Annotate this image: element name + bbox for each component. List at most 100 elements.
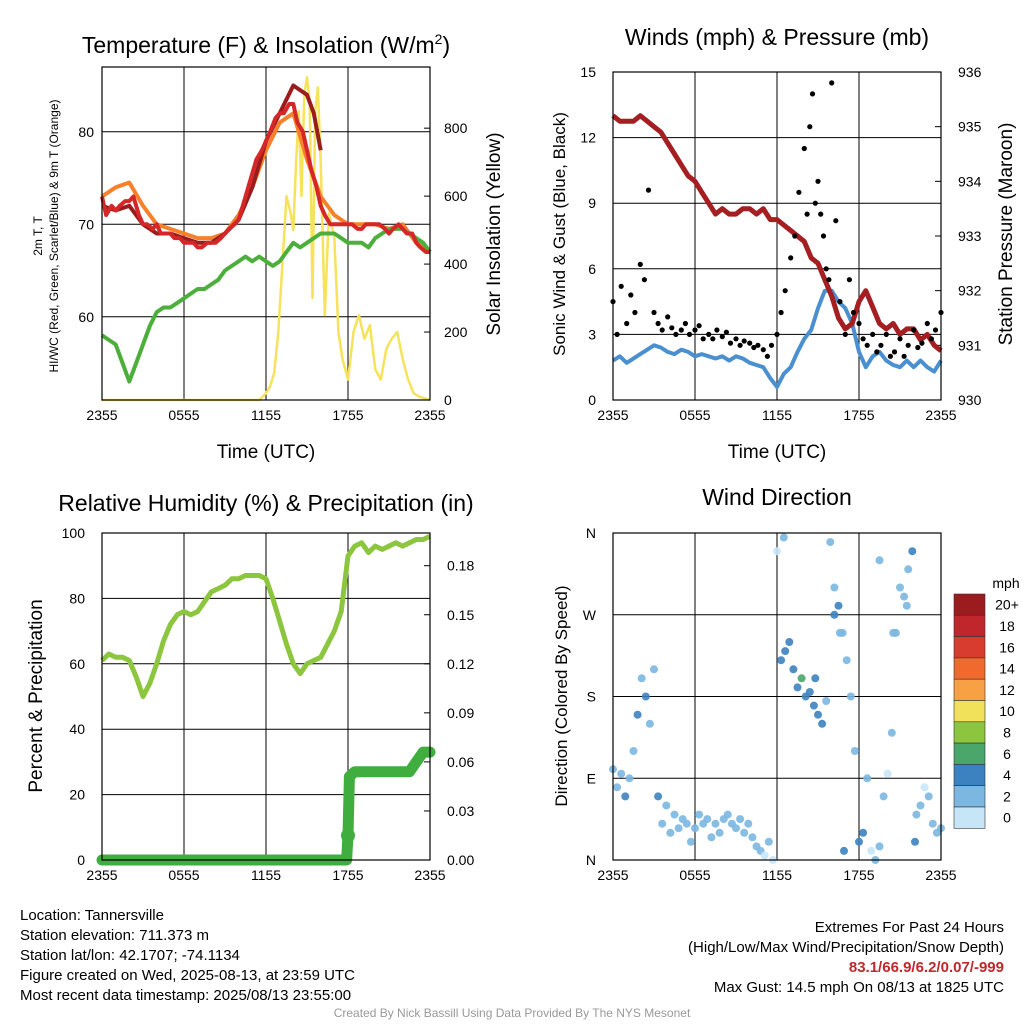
- gust-point: [669, 325, 675, 331]
- gust-point: [833, 218, 839, 224]
- colorbar-swatch: [953, 764, 986, 787]
- gust-point: [651, 309, 657, 316]
- y-left-tick-label: 20: [69, 787, 85, 803]
- gust-point: [874, 349, 880, 355]
- gust-point: [812, 200, 818, 206]
- direction-point: [867, 846, 876, 855]
- direction-point: [740, 828, 749, 837]
- direction-point: [830, 610, 839, 619]
- direction-point: [811, 674, 820, 683]
- chart-title: Temperature (F) & Insolation (W/m2): [82, 31, 450, 58]
- direction-point: [641, 692, 650, 701]
- y-left-axis-label: 2m T, T: [31, 216, 45, 256]
- y-right-tick-label: 0: [444, 392, 452, 408]
- gust-point: [818, 211, 824, 217]
- gust-point: [696, 323, 702, 329]
- colorbar-swatch: [953, 636, 986, 659]
- y-left-axis-label: Sonic Wind & Gust (Blue, Black): [550, 112, 569, 356]
- gust-point: [820, 233, 827, 239]
- x-tick-label: 2355: [414, 867, 445, 883]
- direction-point: [707, 833, 716, 842]
- y-right-axis-label: Station Pressure (Maroon): [996, 123, 1017, 346]
- gust-point: [796, 189, 802, 195]
- x-tick-label: 0555: [679, 407, 710, 423]
- plot-frame: [101, 532, 431, 861]
- direction-point: [789, 665, 798, 674]
- y-left-tick-label: 80: [69, 590, 85, 606]
- direction-point: [805, 688, 814, 696]
- gust-point: [864, 342, 870, 348]
- direction-point: [613, 783, 622, 792]
- gust-point: [678, 327, 684, 333]
- series-line-pressure: [611, 113, 943, 353]
- gust-point: [692, 327, 698, 333]
- series-line-rh: [100, 534, 432, 699]
- colorbar-label: 6: [1003, 746, 1011, 762]
- gust-point: [887, 353, 894, 359]
- direction-point: [911, 837, 919, 846]
- gust-point: [788, 255, 794, 261]
- direction-point: [889, 628, 898, 637]
- gust-point: [778, 309, 784, 316]
- y-right-tick-label: 200: [444, 324, 468, 340]
- series-line-2m-t: [100, 102, 430, 254]
- created-text: Figure created on Wed, 2025-08-13, at 23…: [20, 967, 355, 984]
- chart-title: Relative Humidity (%) & Precipitation (i…: [58, 490, 473, 516]
- direction-point: [654, 792, 663, 801]
- gust-point: [719, 334, 725, 340]
- x-tick-label: 2355: [925, 867, 956, 883]
- gust-point: [751, 344, 757, 351]
- y-right-tick-label: 930: [958, 392, 982, 408]
- x-axis-label: Time (UTC): [728, 442, 827, 463]
- elevation-text: Station elevation: 711.373 m: [20, 927, 210, 944]
- gust-point: [826, 277, 832, 283]
- gust-point: [760, 347, 766, 353]
- x-tick-label: 1755: [332, 867, 363, 883]
- gust-point: [665, 314, 671, 320]
- gust-point: [655, 320, 661, 327]
- direction-point: [908, 547, 917, 556]
- direction-point: [764, 837, 773, 846]
- gust-point: [618, 283, 624, 289]
- gust-point: [737, 342, 743, 348]
- y-right-tick-label: 932: [958, 283, 982, 299]
- x-tick-label: 2355: [597, 407, 628, 423]
- recent-text: Most recent data timestamp: 2025/08/13 2…: [20, 987, 352, 1004]
- direction-point: [924, 792, 933, 801]
- direction-point: [682, 819, 691, 828]
- y-right-axis-label: Solar Insolation (Yellow): [484, 132, 505, 335]
- gust-point: [901, 353, 907, 359]
- y-right-tick-label: 0.18: [447, 558, 474, 574]
- gust-point: [710, 336, 716, 342]
- direction-point: [732, 824, 740, 833]
- gust-point: [823, 266, 829, 272]
- direction-point: [859, 828, 868, 837]
- direction-point: [850, 747, 859, 755]
- gust-point: [727, 340, 734, 346]
- y-left-tick-label: 0: [588, 392, 596, 408]
- direction-point: [736, 815, 745, 824]
- colorbar-label: 18: [999, 618, 1015, 634]
- gust-point: [837, 299, 843, 305]
- direction-point: [760, 851, 769, 860]
- direction-point: [835, 628, 844, 637]
- gust-point: [919, 340, 925, 346]
- colorbar-label: 14: [999, 661, 1015, 677]
- direction-point: [625, 774, 634, 783]
- gust-point: [801, 145, 807, 152]
- direction-point: [773, 547, 781, 556]
- y-left-tick-label: 0: [77, 852, 85, 868]
- gust-point: [842, 331, 848, 337]
- y-tick-label: E: [587, 770, 596, 786]
- latlon-text: Station lat/lon: 42.1707; -74.1134: [20, 947, 240, 964]
- station-info: Location: Tannersville Station elevation…: [20, 906, 355, 1006]
- gust-point: [924, 320, 930, 327]
- y-right-tick-label: 0.09: [447, 705, 474, 721]
- series-line-sonic-wind: [611, 288, 943, 389]
- direction-point: [879, 792, 888, 801]
- colorbar-swatch: [953, 785, 986, 808]
- chart-title: Wind Direction: [702, 484, 852, 510]
- gust-point: [856, 320, 862, 327]
- gust-point: [723, 329, 730, 335]
- gust-point: [733, 336, 739, 342]
